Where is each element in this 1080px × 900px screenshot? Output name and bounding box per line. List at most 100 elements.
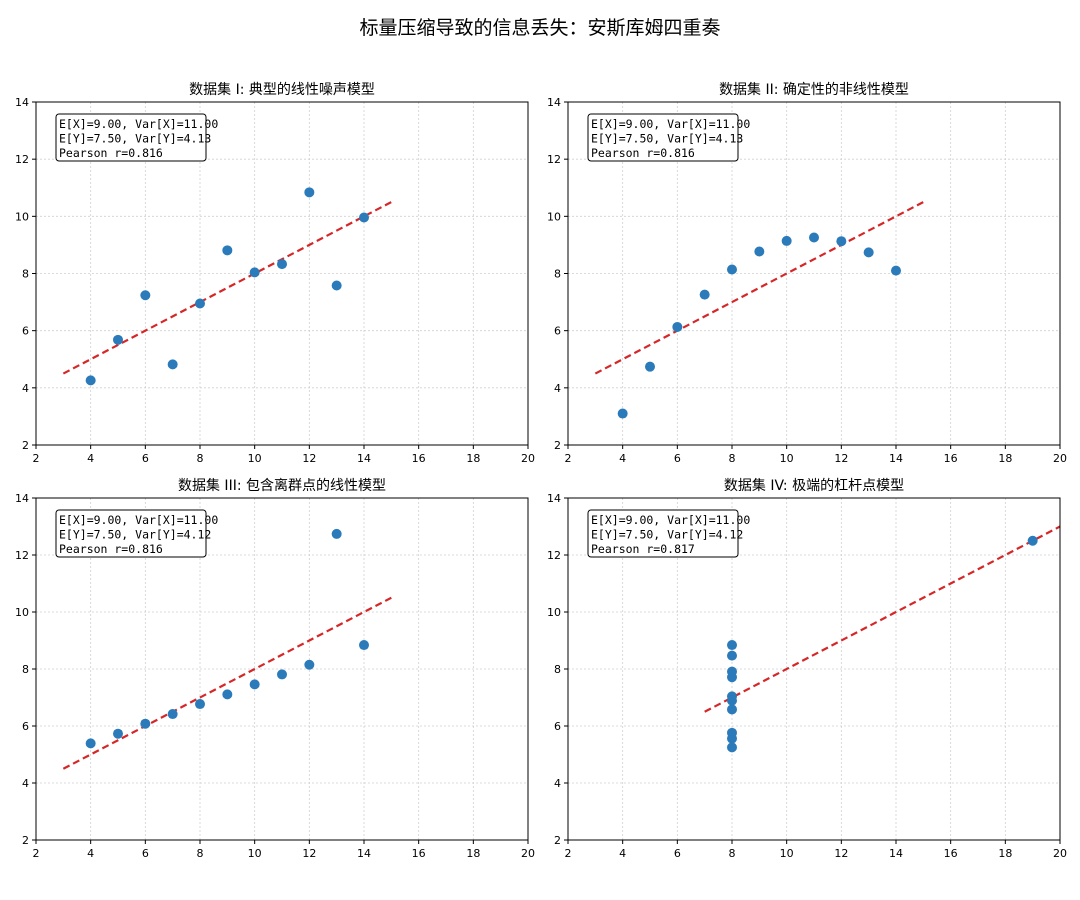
data-point xyxy=(727,704,737,715)
panel-1: 数据集 I: 典型的线性噪声模型 2 4 6 8 10 12 14 16 18 20 2 4 6 8 10 12… xyxy=(15,81,535,465)
stats-line: E[X]=9.00, Var[X]=11.00 xyxy=(591,117,750,131)
data-point xyxy=(727,650,737,661)
stats-line: E[Y]=7.50, Var[Y]=4.12 xyxy=(59,528,211,542)
data-point xyxy=(222,245,233,256)
data-point xyxy=(836,236,847,247)
data-point xyxy=(617,408,628,419)
data-point xyxy=(195,298,205,309)
y-tick-label: 2 xyxy=(22,439,29,452)
data-point xyxy=(195,699,205,710)
data-point xyxy=(113,334,123,345)
x-tick-label: 18 xyxy=(998,452,1012,465)
panel-2: 数据集 II: 确定性的非线性模型 2 4 6 8 10 12 14 16 18 20 2 4 6 8 10 1… xyxy=(547,81,1067,465)
y-tick-label: 4 xyxy=(22,777,29,790)
stats-line: E[Y]=7.50, Var[Y]=4.13 xyxy=(591,132,743,146)
stats-line: E[X]=9.00, Var[X]=11.00 xyxy=(591,513,750,527)
data-point xyxy=(727,640,737,651)
data-point xyxy=(331,280,342,291)
x-tick-label: 8 xyxy=(197,452,204,465)
panel-title: 数据集 II: 确定性的非线性模型 xyxy=(719,81,909,98)
y-tick-label: 10 xyxy=(15,210,29,223)
data-point xyxy=(727,695,737,706)
data-point xyxy=(249,267,260,278)
stats-box xyxy=(55,509,207,558)
data-point xyxy=(113,728,123,739)
y-tick-label: 12 xyxy=(547,153,561,166)
data-point xyxy=(304,659,315,670)
stats-line: E[Y]=7.50, Var[Y]=4.13 xyxy=(59,132,211,146)
figure-title: 标量压缩导致的信息丢失：安斯库姆四重奏 xyxy=(359,17,720,39)
y-tick-label: 6 xyxy=(554,325,561,338)
data-point xyxy=(85,738,96,749)
x-tick-label: 2 xyxy=(33,847,40,860)
x-tick-label: 4 xyxy=(619,452,626,465)
x-tick-label: 10 xyxy=(780,847,794,860)
stats-line: Pearson r=0.817 xyxy=(591,542,695,556)
y-tick-label: 6 xyxy=(22,720,29,733)
y-tick-label: 8 xyxy=(554,268,561,281)
x-tick-label: 6 xyxy=(142,452,149,465)
data-point xyxy=(85,375,96,386)
x-tick-label: 6 xyxy=(142,847,149,860)
stats-line: Pearson r=0.816 xyxy=(591,146,695,160)
panel-3: 数据集 III: 包含离群点的线性模型 2 4 6 8 10 12 14 16 18 20 2 4 6 8 1… xyxy=(15,477,535,860)
y-tick-label: 8 xyxy=(554,663,561,676)
x-tick-label: 20 xyxy=(1053,847,1067,860)
data-point xyxy=(359,212,369,223)
x-tick-label: 2 xyxy=(33,452,40,465)
fit-line xyxy=(62,596,392,770)
stats-line: Pearson r=0.816 xyxy=(59,146,163,160)
data-point xyxy=(359,640,369,651)
x-tick-label: 10 xyxy=(780,452,794,465)
data-point xyxy=(672,321,683,332)
y-tick-label: 2 xyxy=(554,439,561,452)
y-tick-label: 14 xyxy=(15,96,29,109)
y-tick-label: 6 xyxy=(22,325,29,338)
stats-line: E[X]=9.00, Var[X]=11.00 xyxy=(59,513,218,527)
x-tick-label: 20 xyxy=(521,847,535,860)
x-tick-label: 18 xyxy=(998,847,1012,860)
x-tick-label: 18 xyxy=(466,847,480,860)
axes-frame xyxy=(567,101,1061,446)
stats-line: Pearson r=0.816 xyxy=(59,542,163,556)
stats-line: E[Y]=7.50, Var[Y]=4.12 xyxy=(591,528,743,542)
data-point xyxy=(1027,535,1038,546)
data-point xyxy=(699,289,710,300)
y-tick-label: 10 xyxy=(547,210,561,223)
y-tick-label: 12 xyxy=(547,549,561,562)
x-tick-label: 14 xyxy=(889,847,903,860)
x-tick-label: 4 xyxy=(87,452,94,465)
x-tick-label: 10 xyxy=(248,847,262,860)
data-point xyxy=(754,246,765,257)
axes-frame xyxy=(35,101,529,446)
x-tick-label: 12 xyxy=(302,847,316,860)
x-tick-label: 12 xyxy=(834,452,848,465)
y-tick-label: 8 xyxy=(22,268,29,281)
data-point xyxy=(645,361,655,372)
data-point xyxy=(249,679,260,690)
x-tick-label: 2 xyxy=(565,847,572,860)
panel-title: 数据集 I: 典型的线性噪声模型 xyxy=(189,81,375,98)
data-point xyxy=(140,290,151,301)
panel-title: 数据集 IV: 极端的杠杆点模型 xyxy=(724,477,904,494)
data-point xyxy=(277,669,287,680)
y-tick-label: 2 xyxy=(22,834,29,847)
y-tick-label: 10 xyxy=(547,606,561,619)
x-tick-label: 16 xyxy=(944,847,958,860)
x-tick-label: 20 xyxy=(521,452,535,465)
y-tick-label: 12 xyxy=(15,549,29,562)
data-point xyxy=(167,709,178,720)
x-tick-label: 18 xyxy=(466,452,480,465)
x-tick-label: 16 xyxy=(412,452,426,465)
data-point xyxy=(727,733,737,744)
x-tick-label: 6 xyxy=(674,452,681,465)
x-tick-label: 20 xyxy=(1053,452,1067,465)
data-point xyxy=(167,359,178,370)
x-tick-label: 10 xyxy=(248,452,262,465)
y-tick-label: 10 xyxy=(15,606,29,619)
stats-box xyxy=(55,113,207,162)
y-tick-label: 12 xyxy=(15,153,29,166)
y-tick-label: 4 xyxy=(22,382,29,395)
stats-line: E[X]=9.00, Var[X]=11.00 xyxy=(59,117,218,131)
data-point xyxy=(727,666,737,677)
